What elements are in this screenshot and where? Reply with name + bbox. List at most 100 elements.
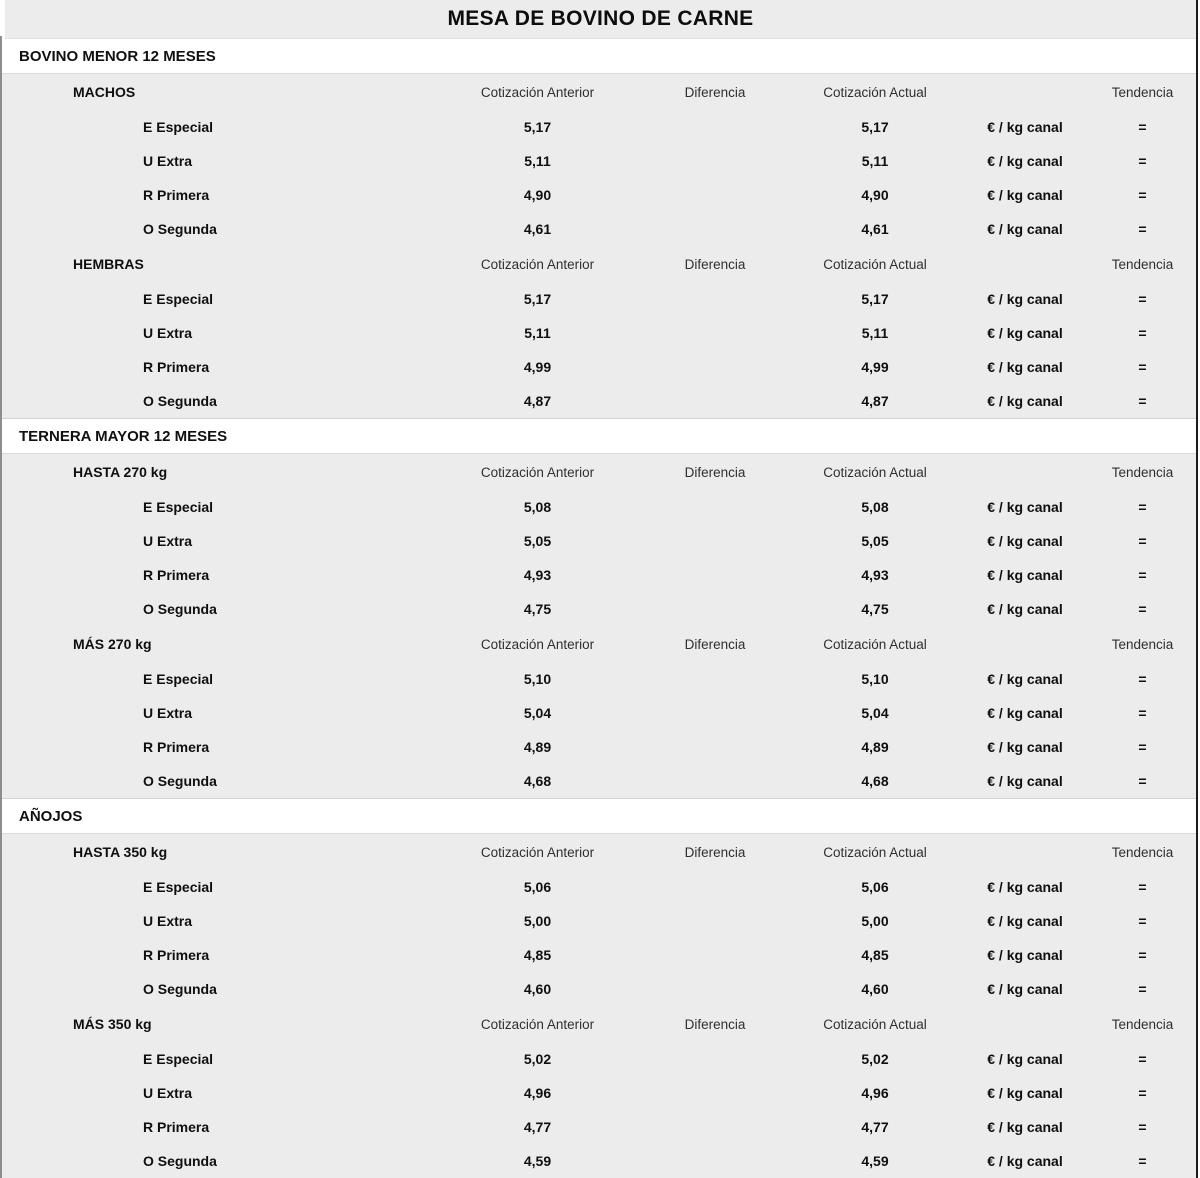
trend-symbol: =	[1138, 981, 1147, 997]
unit-label: € / kg canal	[987, 671, 1063, 687]
trend-symbol: =	[1138, 947, 1147, 963]
unit-label: € / kg canal	[987, 705, 1063, 721]
value-actual: 4,59	[861, 1153, 889, 1169]
table-row: E Especial 5,17 5,17 € / kg canal =	[0, 110, 1196, 144]
value-anterior: 5,10	[523, 671, 552, 687]
group-header-row: MÁS 270 kg Cotización Anterior Diferencia C…	[0, 626, 1196, 662]
unit-label: € / kg canal	[987, 393, 1063, 409]
col-header-tendencia: Tendencia	[1111, 844, 1174, 860]
page-title: MESA DE BOVINO DE CARNE	[447, 7, 754, 30]
unit-label: € / kg canal	[987, 325, 1063, 341]
unit-label: € / kg canal	[987, 1153, 1063, 1169]
section-title: AÑOJOS	[19, 807, 83, 825]
group-name: MÁS 270 kg	[73, 636, 152, 652]
trend-symbol: =	[1138, 499, 1147, 515]
col-header-actual: Cotización Actual	[823, 84, 927, 100]
row-label: E Especial	[143, 499, 214, 515]
trend-symbol: =	[1138, 325, 1147, 341]
value-actual: 4,68	[861, 773, 889, 789]
value-actual: 4,61	[861, 221, 889, 237]
value-actual: 5,11	[861, 325, 889, 341]
group-header-row: HEMBRAS Cotización Anterior Diferencia Coti…	[0, 246, 1196, 282]
value-anterior: 5,00	[523, 913, 552, 929]
group-name: MÁS 350 kg	[73, 1016, 152, 1032]
value-actual: 5,17	[861, 119, 889, 135]
row-label: U Extra	[143, 325, 193, 341]
unit-label: € / kg canal	[987, 1085, 1063, 1101]
table-row: R Primera 4,89 4,89 € / kg canal =	[0, 730, 1196, 764]
value-anterior: 4,99	[523, 359, 552, 375]
row-label: R Primera	[143, 359, 210, 375]
value-anterior: 4,61	[523, 221, 552, 237]
row-label: U Extra	[143, 533, 193, 549]
row-label: O Segunda	[143, 221, 217, 237]
table-row: U Extra 5,04 5,04 € / kg canal =	[0, 696, 1196, 730]
value-anterior: 4,85	[523, 947, 552, 963]
group-name: HASTA 350 kg	[73, 844, 168, 860]
col-header-diferencia: Diferencia	[684, 1016, 746, 1032]
trend-symbol: =	[1138, 221, 1147, 237]
value-actual: 4,89	[861, 739, 889, 755]
unit-label: € / kg canal	[987, 739, 1063, 755]
table-row: E Especial 5,02 5,02 € / kg canal =	[0, 1042, 1196, 1076]
unit-label: € / kg canal	[987, 601, 1063, 617]
trend-symbol: =	[1138, 291, 1147, 307]
col-header-diferencia: Diferencia	[684, 256, 746, 272]
trend-symbol: =	[1138, 879, 1147, 895]
col-header-anterior: Cotización Anterior	[480, 256, 595, 272]
value-anterior: 4,77	[523, 1119, 552, 1135]
col-header-anterior: Cotización Anterior	[480, 84, 595, 100]
col-header-anterior: Cotización Anterior	[480, 464, 595, 480]
row-label: U Extra	[143, 705, 193, 721]
table-row: R Primera 4,99 4,99 € / kg canal =	[0, 350, 1196, 384]
section-header: AÑOJOS	[0, 799, 1196, 834]
col-header-tendencia: Tendencia	[1111, 636, 1174, 652]
value-anterior: 4,90	[523, 187, 552, 203]
value-anterior: 5,17	[523, 291, 552, 307]
group-header-row: HASTA 270 kg Cotización Anterior Diferenci…	[0, 454, 1196, 490]
unit-label: € / kg canal	[987, 981, 1063, 997]
value-actual: 5,11	[861, 153, 889, 169]
group-header-row: MACHOS Cotización Anterior Diferencia Cotiz…	[0, 74, 1196, 110]
value-actual: 4,93	[861, 567, 889, 583]
row-label: R Primera	[143, 187, 210, 203]
group-name: HEMBRAS	[73, 256, 144, 272]
table-row: U Extra 5,11 5,11 € / kg canal =	[0, 316, 1196, 350]
row-label: E Especial	[143, 1051, 214, 1067]
unit-label: € / kg canal	[987, 879, 1063, 895]
value-actual: 4,90	[861, 187, 889, 203]
trend-symbol: =	[1138, 601, 1147, 617]
unit-label: € / kg canal	[987, 153, 1063, 169]
trend-symbol: =	[1138, 567, 1147, 583]
value-actual: 5,04	[861, 705, 889, 721]
col-header-diferencia: Diferencia	[684, 84, 746, 100]
table-row: R Primera 4,93 4,93 € / kg canal =	[0, 558, 1196, 592]
col-header-tendencia: Tendencia	[1111, 84, 1174, 100]
col-header-diferencia: Diferencia	[684, 464, 746, 480]
unit-label: € / kg canal	[987, 1119, 1063, 1135]
row-label: U Extra	[143, 153, 193, 169]
section-header: TERNERA MAYOR 12 MESES	[0, 419, 1196, 454]
value-anterior: 4,96	[523, 1085, 552, 1101]
col-header-actual: Cotización Actual	[823, 1016, 927, 1032]
row-label: O Segunda	[143, 393, 217, 409]
table-row: U Extra 5,05 5,05 € / kg canal =	[0, 524, 1196, 558]
table-row: O Segunda 4,61 4,61 € / kg canal =	[0, 212, 1196, 246]
section-block: HASTA 350 kg Cotización Anterior Diferenci…	[0, 834, 1196, 1178]
unit-label: € / kg canal	[987, 119, 1063, 135]
row-label: R Primera	[143, 1119, 210, 1135]
row-label: E Especial	[143, 119, 214, 135]
table-row: U Extra 5,00 5,00 € / kg canal =	[0, 904, 1196, 938]
unit-label: € / kg canal	[987, 359, 1063, 375]
table-row: O Segunda 4,68 4,68 € / kg canal =	[0, 764, 1196, 798]
unit-label: € / kg canal	[987, 1051, 1063, 1067]
col-header-diferencia: Diferencia	[684, 844, 746, 860]
unit-label: € / kg canal	[987, 567, 1063, 583]
table-row: O Segunda 4,87 4,87 € / kg canal =	[0, 384, 1196, 418]
unit-label: € / kg canal	[987, 773, 1063, 789]
section-header: BOVINO MENOR 12 MESES	[0, 39, 1196, 74]
value-actual: 4,87	[861, 393, 889, 409]
table-row: E Especial 5,08 5,08 € / kg canal =	[0, 490, 1196, 524]
row-label: R Primera	[143, 947, 210, 963]
value-actual: 4,60	[861, 981, 889, 997]
